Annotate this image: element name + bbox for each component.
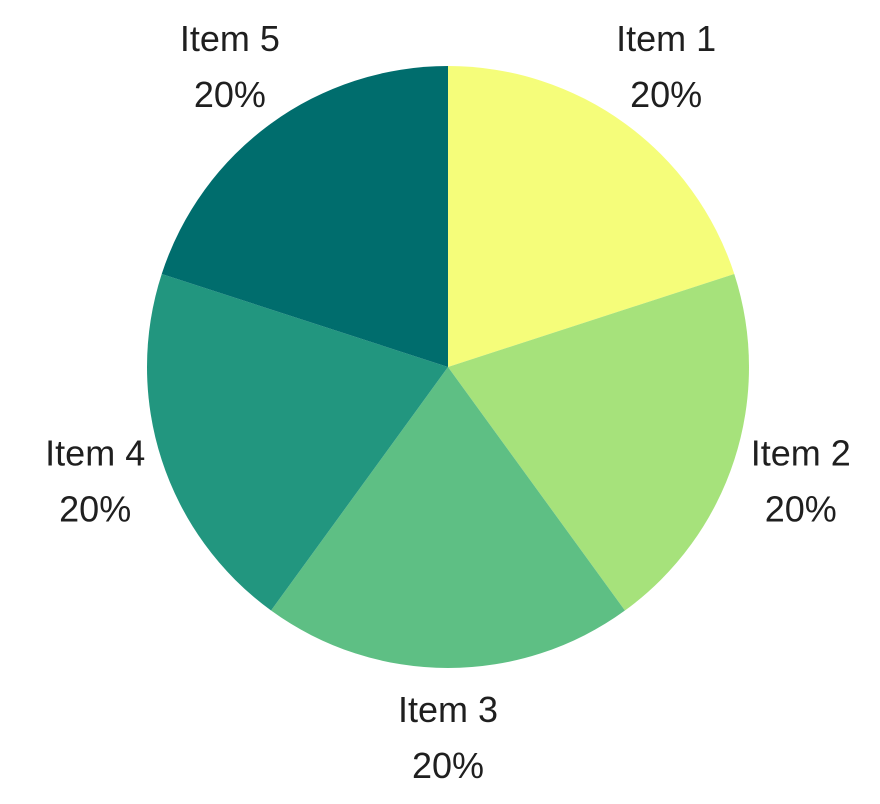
slice-label-item-4: Item 4 20% <box>45 433 145 530</box>
pie-labels: Item 120%Item 220%Item 320%Item 420%Item… <box>45 18 851 786</box>
pie-slice-item-1 <box>448 66 735 367</box>
pie-slice-item-2 <box>448 273 749 611</box>
pie-slice-item-3 <box>271 367 625 668</box>
slice-name-label: Item 2 <box>751 433 851 474</box>
slice-percent-label: 20% <box>194 74 266 115</box>
slice-percent-label: 20% <box>765 489 837 530</box>
slice-label-item-5: Item 5 20% <box>180 18 280 115</box>
pie-slice-item-4 <box>147 273 448 611</box>
slice-percent-label: 20% <box>630 74 702 115</box>
slice-percent-label: 20% <box>412 745 484 786</box>
slice-name-label: Item 3 <box>398 689 498 730</box>
slice-label-item-1: Item 1 20% <box>616 18 716 115</box>
slice-name-label: Item 1 <box>616 18 716 59</box>
slice-label-item-2: Item 2 20% <box>751 433 851 530</box>
slice-label-item-3: Item 3 20% <box>398 689 498 786</box>
pie-slices <box>147 66 749 668</box>
slice-name-label: Item 5 <box>180 18 280 59</box>
pie-slice-item-5 <box>161 66 449 367</box>
slice-percent-label: 20% <box>59 489 131 530</box>
slice-name-label: Item 4 <box>45 433 145 474</box>
